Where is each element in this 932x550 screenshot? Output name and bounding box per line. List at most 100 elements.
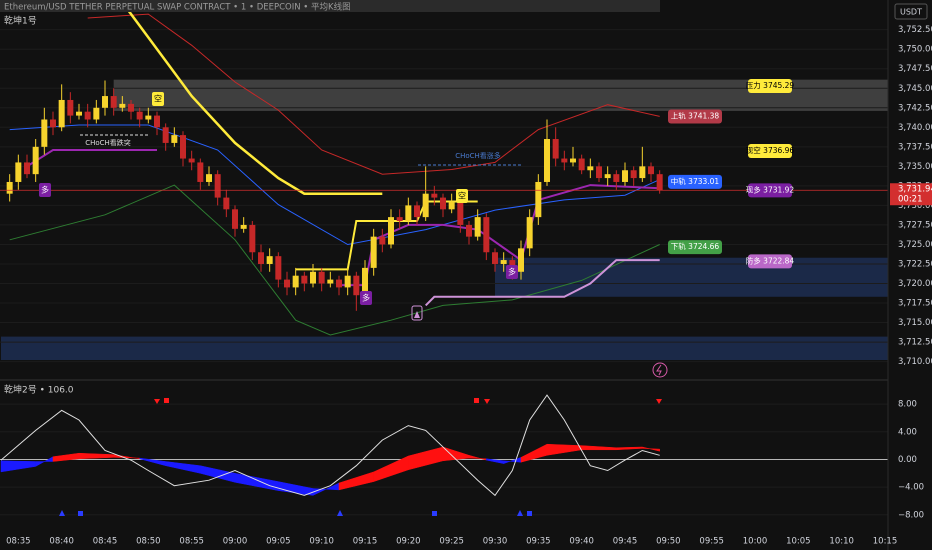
- indicator-line: [424, 259, 660, 307]
- candle-body: [353, 275, 360, 296]
- candle-body: [284, 279, 290, 288]
- y-tick-label: 3,750.00: [898, 45, 932, 55]
- indicator-line: [121, 1, 383, 195]
- candle-body: [483, 217, 490, 253]
- y-tick-label: 3,747.50: [898, 64, 932, 74]
- y-tick-label: 0.00: [898, 455, 917, 465]
- alert-icon[interactable]: [652, 362, 668, 378]
- candle-body: [327, 279, 334, 284]
- level-tag: [668, 240, 722, 255]
- signal-label: 多: [362, 293, 370, 303]
- x-tick-label: 09:35: [526, 537, 551, 547]
- candle-body: [266, 256, 273, 264]
- indicator-line: [87, 13, 660, 175]
- level-tag: [748, 254, 792, 269]
- signal-icon: [414, 311, 420, 318]
- level-tag: [668, 109, 722, 124]
- x-tick-label: 09:00: [223, 537, 248, 547]
- signal-marker: [154, 399, 160, 404]
- y-tick-label: 3,725.00: [898, 240, 932, 250]
- chart-title: Ethereum/USD TETHER PERPETUAL SWAP CONTR…: [4, 2, 351, 13]
- candle-body: [492, 252, 498, 264]
- signal-label: 多: [41, 185, 49, 195]
- title-bar: [0, 0, 660, 12]
- y-tick-label: 8.00: [898, 400, 917, 410]
- candle-body: [154, 115, 160, 128]
- candle-body: [648, 166, 654, 175]
- candle-body: [110, 96, 117, 108]
- candle-body: [535, 181, 542, 218]
- y-tick-label: 3,712.50: [898, 338, 932, 348]
- x-tick-label: 08:55: [179, 537, 204, 547]
- signal-badge: [506, 265, 518, 279]
- x-tick-label: 08:40: [49, 537, 74, 547]
- candle-body: [362, 267, 368, 296]
- candle-body: [440, 197, 446, 210]
- candle-body: [32, 146, 39, 175]
- candle-body: [214, 174, 221, 198]
- x-tick-label: 09:05: [266, 537, 291, 547]
- candle-body: [76, 111, 82, 116]
- x-tick-label: 09:15: [353, 537, 378, 547]
- level-label: 防多 3722.84: [746, 255, 795, 265]
- candle-body: [570, 158, 576, 163]
- candle-body: [275, 256, 282, 280]
- candle-body: [301, 275, 308, 284]
- candle-body: [448, 201, 455, 210]
- y-tick-label: 3,730.00: [898, 201, 932, 211]
- candle-body: [474, 217, 481, 237]
- level-label: 上轨 3741.38: [671, 111, 720, 121]
- signal-marker: [474, 398, 479, 403]
- signal-badge: [360, 291, 372, 305]
- last-price-label: 3,731.94: [898, 185, 932, 195]
- x-tick-label: 10:15: [873, 537, 898, 547]
- y-tick-label: 3,720.00: [898, 279, 932, 289]
- labels: 3,752.50 3,750.00 3,747.50 3,745.00 3,742.50…: [6, 25, 932, 547]
- y-tick-label: 3,742.50: [898, 103, 932, 113]
- signal-marker: [656, 399, 662, 404]
- candle-body: [630, 170, 637, 179]
- signal-label: 空: [458, 191, 466, 201]
- countdown: 00:21: [898, 195, 923, 205]
- signal-marker: [517, 510, 523, 516]
- candle-body: [6, 181, 13, 194]
- plot: [0, 1, 888, 497]
- signal-marker: [432, 511, 437, 516]
- candle-body: [136, 111, 143, 120]
- candle-body: [336, 279, 342, 288]
- x-tick-label: 08:45: [93, 537, 118, 547]
- lower-title: 乾坤2号 • 106.0: [4, 384, 74, 396]
- candle-body: [414, 205, 420, 218]
- x-tick-label: 09:30: [483, 537, 508, 547]
- candle-body: [197, 162, 204, 182]
- signal-marker: [78, 511, 83, 516]
- candle-body: [518, 248, 524, 272]
- candle-body: [552, 139, 559, 159]
- y-tick-label: 3,715.00: [898, 318, 932, 328]
- candle-body: [292, 275, 299, 288]
- unit-box[interactable]: [894, 3, 928, 20]
- candle-body: [344, 275, 351, 288]
- candle-body: [466, 224, 472, 237]
- y-tick-label: 3,740.00: [898, 123, 932, 133]
- signal-badge: [39, 183, 51, 197]
- unit: USDT: [900, 8, 922, 17]
- candle-body: [145, 115, 152, 120]
- candle-body: [596, 166, 602, 179]
- candle-body: [379, 236, 386, 245]
- indicator-line: [9, 124, 660, 246]
- candle-body: [310, 271, 316, 284]
- candle-body: [188, 158, 195, 163]
- signal-label: 多: [508, 267, 516, 277]
- level-label: 现多 3731.92: [746, 184, 795, 194]
- x-tick-label: 08:35: [6, 537, 31, 547]
- candle-body: [622, 170, 628, 182]
- candle-body: [171, 135, 178, 143]
- signal-marker: [484, 399, 490, 404]
- y-tick-label: 3,745.00: [898, 84, 932, 94]
- y-tick-label: 3,710.00: [898, 357, 932, 367]
- signal-badge: [456, 189, 468, 203]
- candle-body: [15, 162, 22, 182]
- candle-body: [561, 158, 568, 163]
